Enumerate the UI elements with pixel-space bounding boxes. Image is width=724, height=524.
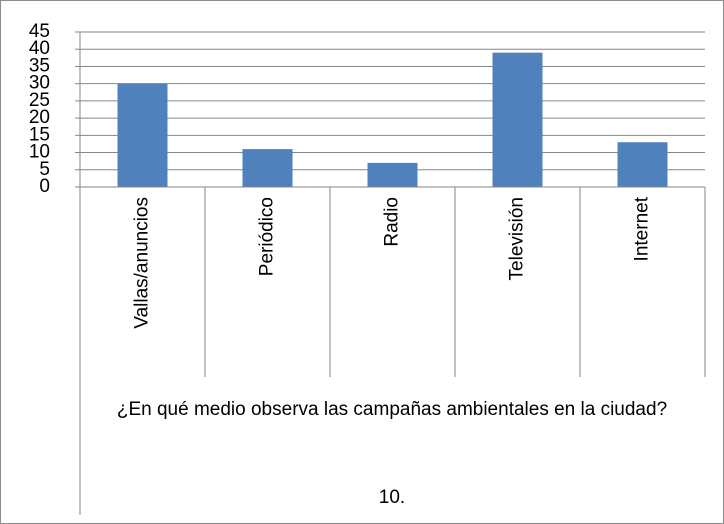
x-tick-label: Internet bbox=[632, 196, 653, 261]
y-tick-label: 10 bbox=[29, 142, 50, 163]
x-tick-label: Televisión bbox=[507, 197, 528, 280]
y-tick-label: 45 bbox=[29, 21, 50, 42]
y-tick-label: 0 bbox=[39, 176, 50, 197]
y-tick-label: 25 bbox=[29, 90, 50, 111]
y-tick-label: 40 bbox=[29, 38, 50, 59]
y-tick-label: 30 bbox=[29, 73, 50, 94]
bar bbox=[242, 149, 293, 187]
x-tick-label: Vallas/anuncios bbox=[132, 197, 153, 329]
bar bbox=[367, 162, 418, 187]
x-axis-label: ¿En qué medio observa las campañas ambie… bbox=[116, 399, 668, 420]
y-tick-label: 15 bbox=[29, 124, 50, 145]
x-group-label: 10. bbox=[378, 487, 406, 508]
y-tick-label: 20 bbox=[29, 107, 50, 128]
bar bbox=[117, 83, 168, 187]
bar bbox=[492, 52, 543, 187]
x-tick-label: Periódico bbox=[257, 197, 278, 276]
bar bbox=[617, 142, 668, 187]
y-tick-label: 5 bbox=[39, 159, 50, 180]
x-tick-label: Radio bbox=[382, 197, 403, 247]
y-tick-label: 35 bbox=[29, 55, 50, 76]
